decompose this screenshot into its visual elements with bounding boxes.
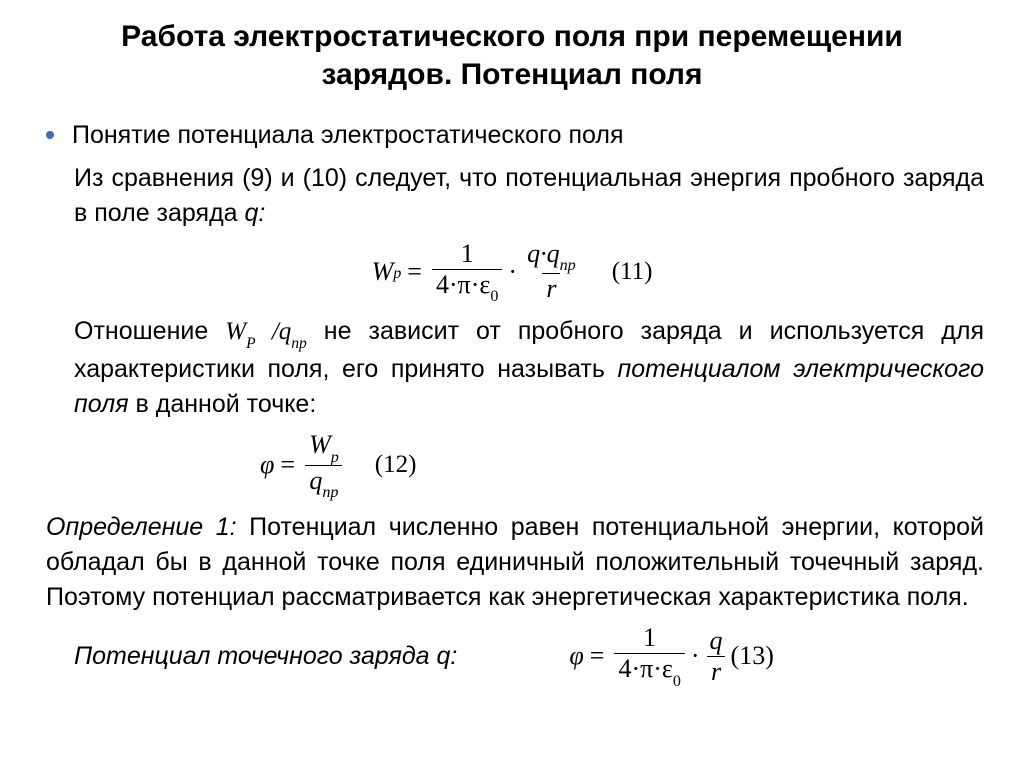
eq12-phi: φ	[260, 450, 274, 480]
eq11-p: p	[393, 265, 401, 283]
eq11-den2: r	[542, 273, 560, 304]
eq13-dot: ·	[691, 641, 700, 671]
eq12-equals: =	[280, 450, 295, 480]
eq11-dot: ·	[508, 257, 517, 287]
p2-d: в данной точке:	[129, 390, 317, 418]
eq11-frac2: q·qnp r	[523, 239, 580, 305]
eq13-frac1: 1 4·π·ε0	[614, 623, 684, 689]
eq11-num1: 1	[457, 239, 478, 269]
para1-text: Из сравнения (9) и (10) следует, что пот…	[74, 164, 984, 227]
eq11-num2: q·qnp	[523, 239, 580, 274]
equation-11: Wp = 1 4·π·ε0 · q·qnp r (11)	[40, 239, 984, 305]
eq11-equals: =	[407, 257, 422, 287]
eq12-den: qnp	[305, 465, 342, 501]
p2-a: Отношение	[74, 317, 225, 345]
eq12-num: Wp	[305, 430, 343, 465]
paragraph-2: Отношение WP /qnp не зависит от пробного…	[74, 314, 984, 422]
eq13-den2: r	[707, 656, 725, 687]
eq13-num1: 1	[639, 623, 660, 653]
eq11-number: (11)	[612, 258, 653, 286]
bullet-row: Понятие потенциала электростатического п…	[40, 119, 984, 153]
last-row: Потенциал точечного заряда q: φ = 1 4·π·…	[74, 623, 984, 689]
last-label: Потенциал точечного заряда q:	[74, 642, 457, 671]
eq12-number: (12)	[375, 451, 417, 479]
eq13-num2: q	[706, 626, 727, 656]
equation-12: φ = Wp qnp (12)	[260, 430, 984, 500]
equation-13: φ = 1 4·π·ε0 · q r (13)	[569, 623, 774, 689]
p2-wp: WP /qnp	[225, 318, 307, 345]
eq11-frac1: 1 4·π·ε0	[432, 239, 502, 305]
eq13-den1: 4·π·ε0	[614, 653, 684, 689]
bullet-icon	[46, 131, 54, 139]
eq13-number: (13)	[731, 641, 774, 671]
eq13-equals: =	[590, 641, 605, 671]
def-label: Определение 1:	[46, 513, 237, 541]
eq12-frac: Wp qnp	[305, 430, 343, 500]
slide-title: Работа электростатического поля при пере…	[52, 18, 972, 93]
definition: Определение 1: Потенциал численно равен …	[46, 510, 984, 615]
paragraph-1: Из сравнения (9) и (10) следует, что пот…	[74, 161, 984, 231]
para1-q: q:	[245, 199, 266, 227]
eq11-W: W	[372, 257, 394, 287]
eq11-den1: 4·π·ε0	[432, 269, 502, 305]
section-heading: Понятие потенциала электростатического п…	[72, 119, 623, 153]
eq13-frac2: q r	[706, 626, 727, 687]
slide: Работа электростатического поля при пере…	[0, 0, 1024, 709]
eq13-phi: φ	[569, 641, 583, 671]
